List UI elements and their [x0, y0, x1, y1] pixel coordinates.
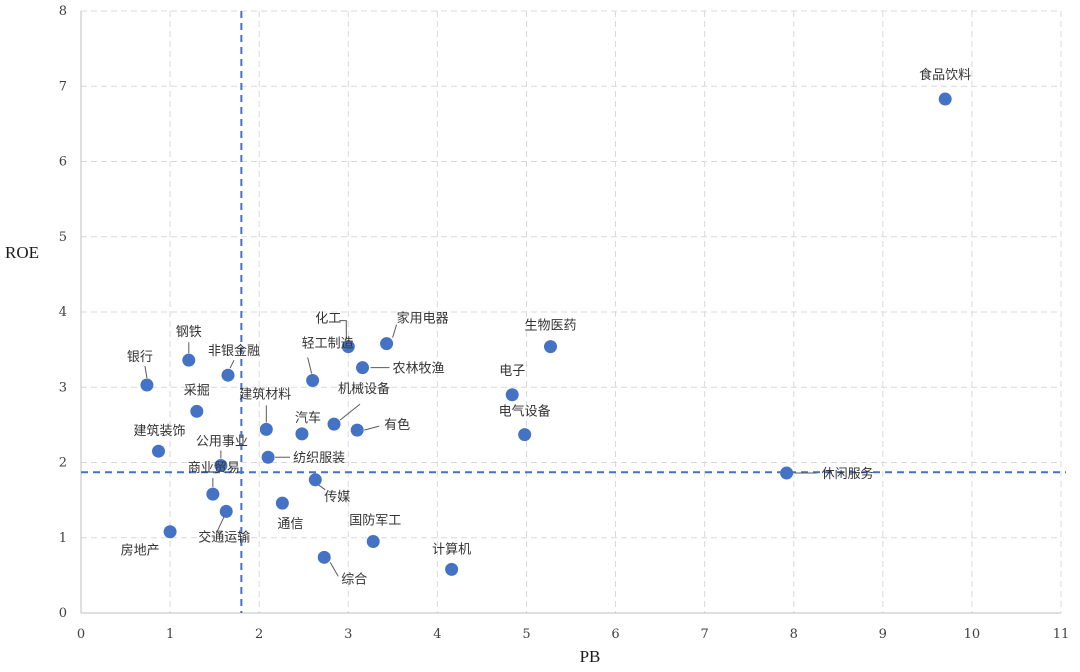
- data-point-label: 有色: [384, 417, 410, 433]
- data-point: [219, 504, 233, 518]
- x-tick-label: 11: [1053, 627, 1070, 642]
- label-leader-line: [215, 516, 225, 534]
- data-point: [206, 487, 220, 501]
- data-point-label: 综合: [341, 572, 367, 587]
- label-leaders: [144, 320, 817, 577]
- data-point-label: 建筑装饰: [134, 423, 186, 439]
- data-point: [306, 373, 320, 387]
- data-point-label: 机械设备: [338, 381, 390, 397]
- data-point-label: 休闲服务: [822, 466, 874, 482]
- x-tick-label: 2: [255, 627, 263, 642]
- y-axis-title: ROE: [5, 243, 39, 262]
- x-axis-title: PB: [580, 647, 601, 666]
- x-tick-label: 7: [700, 627, 708, 642]
- data-point-label: 轻工制造: [302, 336, 354, 351]
- data-point-label: 钢铁: [176, 325, 202, 340]
- label-leader-line: [229, 359, 235, 369]
- data-point-label: 交通运输: [198, 529, 250, 545]
- label-leader-line: [364, 425, 380, 431]
- data-point-label: 家用电器: [397, 311, 449, 327]
- data-point: [518, 428, 532, 442]
- data-point-label: 公用事业: [196, 435, 248, 450]
- data-point-label: 农林牧渔: [393, 362, 445, 377]
- data-point: [140, 378, 154, 392]
- label-leader-line: [392, 324, 398, 338]
- data-point-label: 商业贸易: [188, 461, 240, 476]
- y-tick-label: 7: [59, 79, 67, 94]
- x-tick-label: 0: [77, 627, 85, 642]
- data-point: [259, 422, 273, 436]
- data-point-label: 化工: [315, 312, 341, 327]
- data-point-label: 非银金融: [208, 343, 260, 359]
- y-tick-label: 5: [59, 230, 67, 245]
- data-point-label: 计算机: [432, 542, 471, 557]
- y-tick-label: 1: [59, 531, 67, 546]
- label-leader-line: [339, 320, 347, 340]
- y-tick-label: 8: [59, 4, 67, 19]
- axis-ticks: 0 1 2 3 4 5 6 7 8 9 10 11 0 1 2 3 4 5 6 7 8: [59, 4, 1070, 642]
- data-point-label: 银行: [127, 350, 153, 365]
- data-point: [380, 337, 394, 351]
- data-point: [275, 496, 289, 510]
- label-leader-line: [318, 484, 326, 491]
- label-leader-line: [307, 357, 313, 374]
- y-tick-label: 6: [59, 155, 67, 170]
- data-point-label: 采掘: [184, 383, 210, 398]
- data-point: [544, 340, 558, 354]
- x-tick-label: 8: [790, 627, 798, 642]
- data-point-label: 建筑材料: [239, 386, 291, 402]
- data-point: [182, 353, 196, 367]
- data-point: [308, 473, 322, 487]
- data-point-label: 纺织服装: [293, 451, 345, 466]
- x-tick-label: 1: [166, 627, 174, 642]
- label-leader-line: [329, 562, 339, 577]
- data-point: [317, 550, 331, 564]
- data-point: [214, 459, 228, 473]
- data-point: [341, 340, 355, 354]
- y-tick-label: 4: [59, 305, 67, 320]
- x-tick-label: 9: [879, 627, 887, 642]
- y-tick-label: 0: [59, 606, 67, 621]
- data-point-label: 传媒: [324, 490, 350, 505]
- data-point-label: 生物医药: [525, 319, 577, 334]
- data-point: [938, 92, 952, 106]
- x-tick-label: 10: [964, 627, 981, 642]
- data-point: [366, 535, 380, 549]
- data-point-label: 通信: [277, 517, 303, 532]
- x-tick-label: 3: [344, 627, 352, 642]
- data-point: [190, 404, 204, 418]
- x-tick-label: 6: [611, 627, 619, 642]
- data-point-label: 汽车: [295, 410, 321, 426]
- data-point-label: 电子: [499, 364, 525, 379]
- data-point: [327, 417, 341, 431]
- data-point-label: 食品饮料: [919, 67, 971, 83]
- data-point-label: 房地产: [121, 543, 160, 559]
- data-point: [163, 525, 177, 539]
- x-tick-label: 4: [433, 627, 441, 642]
- data-point: [780, 466, 794, 480]
- data-point: [152, 444, 166, 458]
- label-leader-line: [339, 403, 361, 421]
- data-points: [140, 92, 952, 576]
- data-point: [505, 388, 519, 402]
- y-tick-label: 2: [59, 456, 67, 471]
- data-point: [356, 361, 370, 375]
- data-point: [445, 562, 459, 576]
- grid: [80, 10, 1062, 614]
- data-point: [350, 423, 364, 437]
- data-point-label: 国防军工: [349, 513, 401, 529]
- label-leader-line: [144, 365, 148, 379]
- x-tick-label: 5: [522, 627, 530, 642]
- reference-lines: [81, 11, 1066, 613]
- y-tick-label: 3: [59, 380, 67, 395]
- data-point-label: 电气设备: [499, 404, 551, 420]
- data-point: [221, 368, 235, 382]
- data-point: [261, 450, 275, 464]
- data-point: [295, 427, 309, 441]
